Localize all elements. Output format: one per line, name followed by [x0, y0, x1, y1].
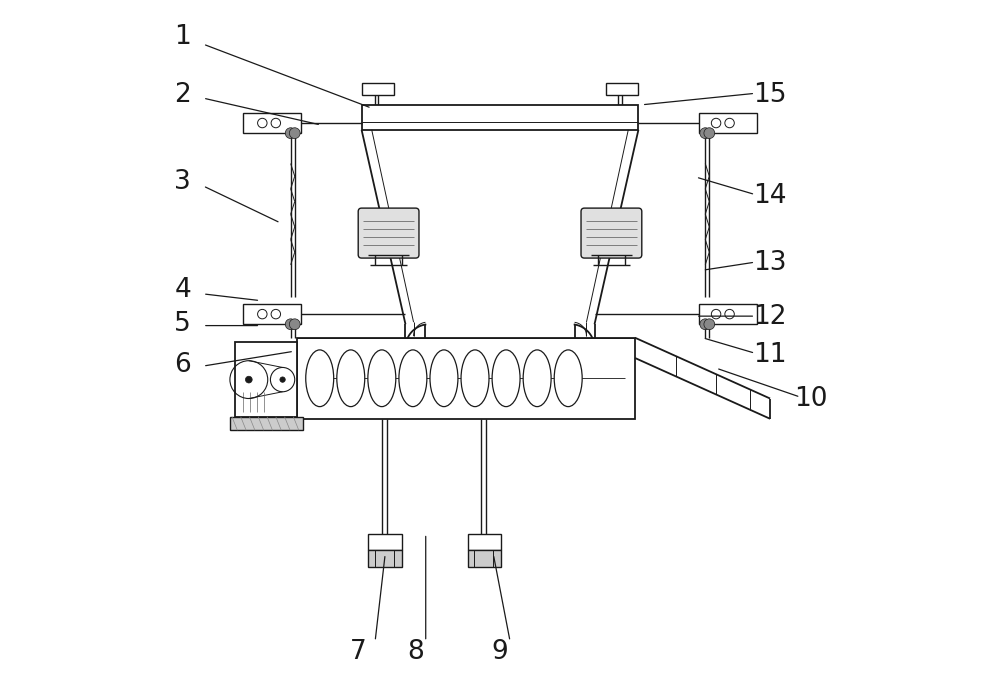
FancyBboxPatch shape [358, 208, 419, 258]
Bar [230, 417, 303, 430]
Circle shape [285, 127, 296, 138]
Circle shape [704, 127, 715, 138]
Ellipse shape [523, 350, 551, 407]
Circle shape [289, 127, 300, 138]
Ellipse shape [337, 350, 365, 407]
Text: 11: 11 [753, 342, 787, 368]
Bar [297, 338, 635, 419]
Circle shape [700, 127, 711, 138]
Text: 3: 3 [174, 169, 191, 196]
Text: 7: 7 [350, 639, 367, 665]
Text: 8: 8 [407, 639, 424, 665]
Bar [243, 304, 301, 325]
Bar [699, 304, 757, 325]
Text: 13: 13 [753, 251, 787, 276]
Bar [243, 113, 301, 133]
Bar [235, 342, 297, 417]
Text: 6: 6 [174, 352, 191, 378]
Bar [606, 83, 638, 94]
Text: 2: 2 [174, 82, 191, 107]
Bar [362, 83, 394, 94]
Ellipse shape [430, 350, 458, 407]
Text: 4: 4 [174, 278, 191, 303]
Ellipse shape [554, 350, 582, 407]
Text: 12: 12 [753, 305, 787, 331]
FancyBboxPatch shape [581, 208, 642, 258]
Bar [468, 533, 501, 551]
Bar [368, 551, 402, 567]
Bar [368, 533, 402, 551]
Ellipse shape [461, 350, 489, 407]
Text: 14: 14 [753, 183, 787, 209]
Text: 1: 1 [174, 24, 191, 50]
Circle shape [245, 376, 252, 383]
Ellipse shape [492, 350, 520, 407]
Bar [699, 113, 757, 133]
Text: 5: 5 [174, 311, 191, 337]
Bar [362, 105, 638, 130]
Text: 10: 10 [794, 386, 827, 411]
Circle shape [280, 377, 285, 382]
Circle shape [700, 319, 711, 329]
Bar [468, 551, 501, 567]
Circle shape [285, 319, 296, 329]
Circle shape [289, 319, 300, 329]
Ellipse shape [399, 350, 427, 407]
Text: 9: 9 [492, 639, 508, 665]
Ellipse shape [368, 350, 396, 407]
Circle shape [704, 319, 715, 329]
Ellipse shape [306, 350, 334, 407]
Text: 15: 15 [753, 82, 787, 107]
